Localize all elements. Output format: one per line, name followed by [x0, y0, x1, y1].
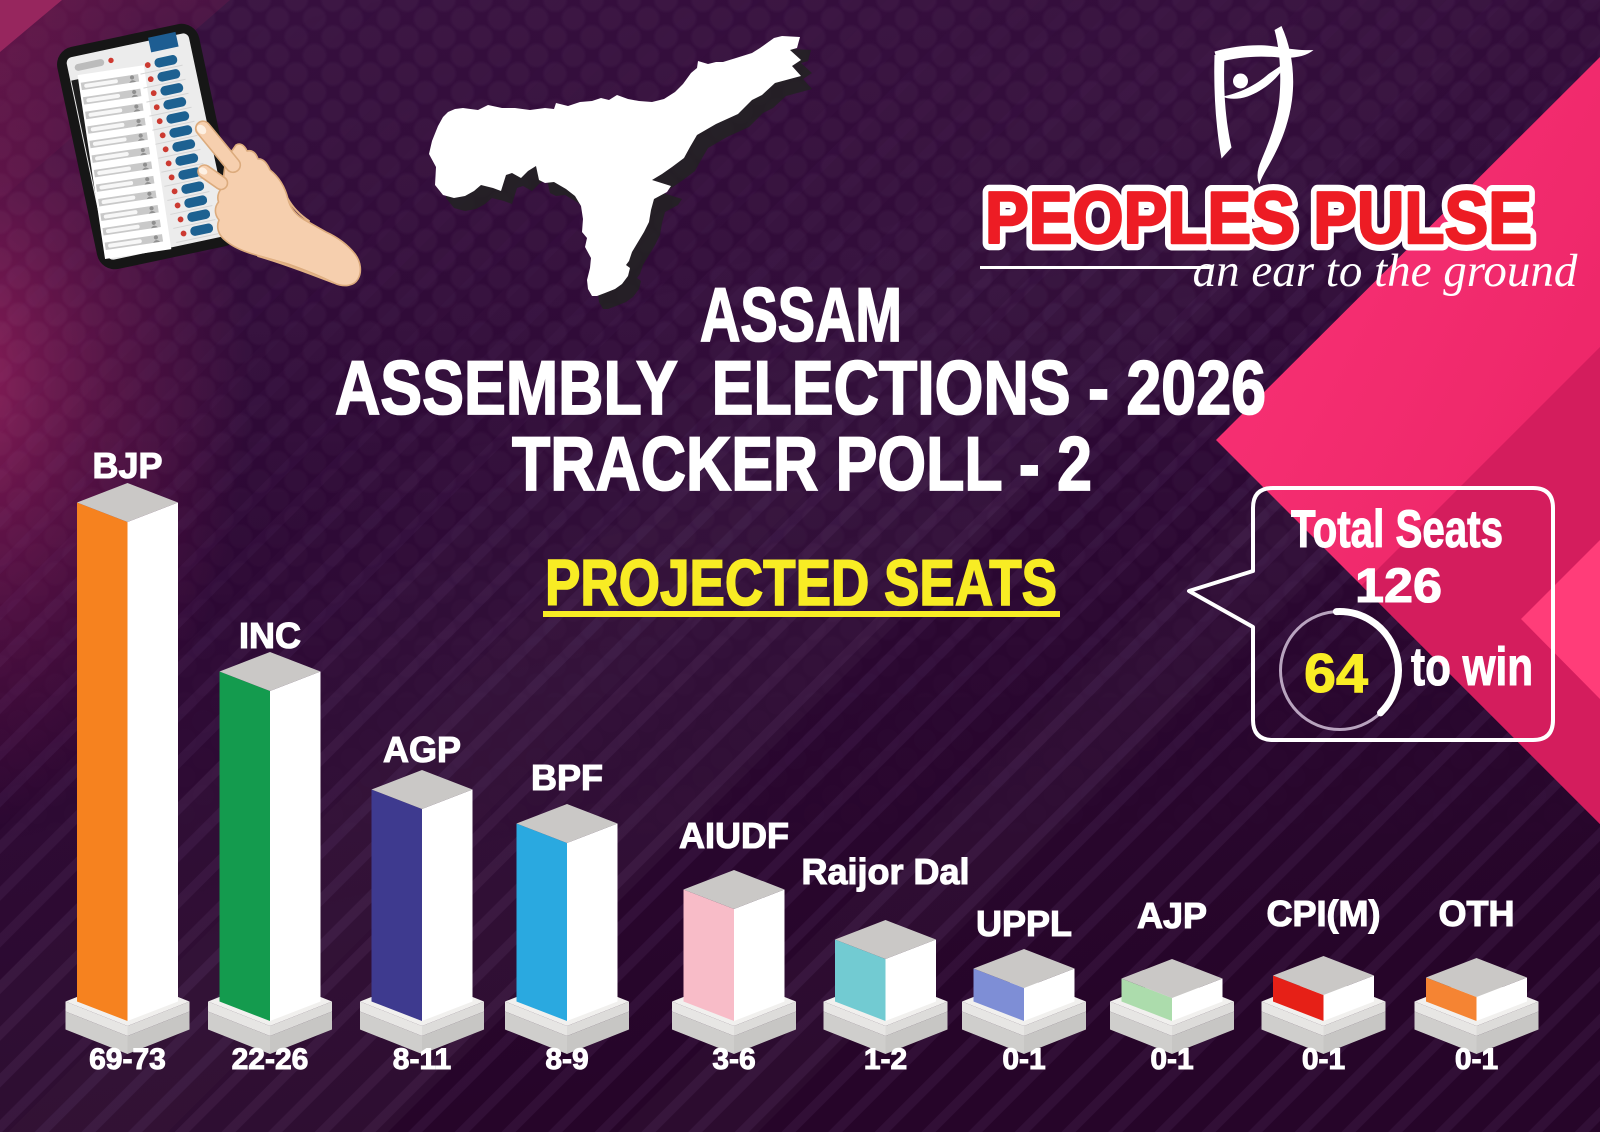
- svg-text:INC: INC: [239, 615, 301, 656]
- svg-text:0-1: 0-1: [1002, 1043, 1045, 1076]
- svg-text:an ear to the ground: an ear to the ground: [1193, 245, 1578, 297]
- svg-text:22-26: 22-26: [232, 1043, 309, 1076]
- svg-text:CPI(M): CPI(M): [1267, 893, 1381, 934]
- svg-text:TRACKER POLL - 2: TRACKER POLL - 2: [512, 422, 1092, 507]
- svg-text:AJP: AJP: [1137, 895, 1207, 936]
- svg-text:to win: to win: [1411, 637, 1533, 697]
- svg-text:ASSEMBLY ELECTIONS - 2026: ASSEMBLY ELECTIONS - 2026: [335, 346, 1266, 431]
- svg-text:69-73: 69-73: [89, 1043, 166, 1076]
- svg-text:BPF: BPF: [531, 757, 603, 798]
- svg-text:3-6: 3-6: [712, 1043, 755, 1076]
- svg-text:PEOPLES PULSE: PEOPLES PULSE: [985, 178, 1532, 259]
- svg-text:UPPL: UPPL: [976, 903, 1072, 944]
- svg-text:BJP: BJP: [92, 445, 162, 486]
- svg-text:126: 126: [1355, 560, 1442, 613]
- svg-text:0-1: 0-1: [1455, 1043, 1498, 1076]
- svg-text:Raijor Dal: Raijor Dal: [801, 851, 969, 892]
- svg-text:0-1: 0-1: [1150, 1043, 1193, 1076]
- svg-text:8-11: 8-11: [393, 1043, 451, 1076]
- svg-text:0-1: 0-1: [1302, 1043, 1345, 1076]
- svg-text:8-9: 8-9: [545, 1043, 588, 1076]
- svg-text:PROJECTED SEATS: PROJECTED SEATS: [545, 546, 1057, 619]
- svg-text:AIUDF: AIUDF: [679, 815, 789, 856]
- svg-text:OTH: OTH: [1439, 893, 1515, 934]
- svg-text:1-2: 1-2: [864, 1043, 907, 1076]
- svg-text:Total Seats: Total Seats: [1291, 500, 1503, 559]
- svg-text:64: 64: [1304, 642, 1368, 704]
- svg-text:PEOPLES PULSE: PEOPLES PULSE: [985, 178, 1532, 259]
- svg-text:AGP: AGP: [383, 729, 461, 770]
- svg-text:ASSAM: ASSAM: [700, 273, 902, 358]
